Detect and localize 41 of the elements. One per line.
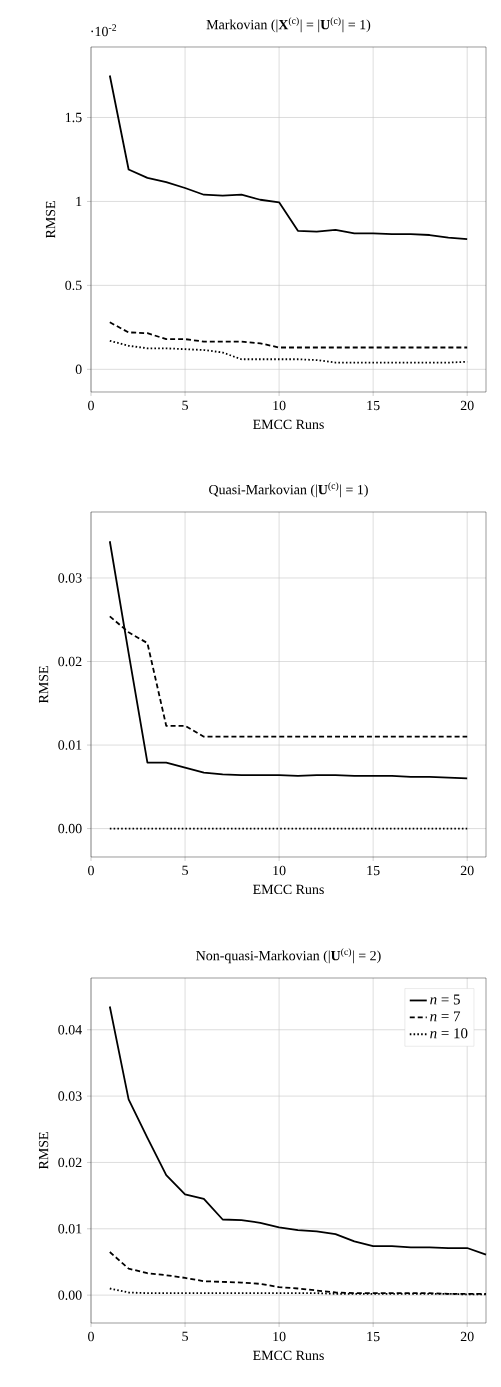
text: ·10$^{-2}$ [91, 24, 117, 37]
y-tick-label: 0.00 [58, 1290, 82, 1300]
x-axis-title: EMCC Runs [253, 419, 324, 430]
x-tick-label: 20 [460, 1331, 474, 1342]
legend-label: n = 5 [430, 994, 460, 1005]
x-tick-label: 0 [88, 865, 94, 876]
chart-title: Non-quasi-Markovian (|U$^{(c)}$| = 2) [196, 948, 381, 964]
x-tick-label: 15 [367, 1331, 380, 1342]
y-tick-label: 1 [76, 196, 82, 207]
legend-label: n = 7 [430, 1011, 461, 1022]
y-tick-label: 0.03 [58, 1091, 82, 1101]
chart-title: Markovian (|X$^{(c)}$| = |U$^{(c)}$| = 1) [206, 17, 371, 33]
y-tick-label: 0.02 [58, 1157, 82, 1168]
x-tick-label: 15 [367, 865, 380, 876]
y-tick-label: 0.01 [58, 1224, 82, 1234]
x-tick-label: 10 [273, 1331, 286, 1342]
x-tick-label: 20 [460, 400, 474, 411]
y-tick-label: 0.01 [58, 740, 82, 750]
x-tick-label: 5 [182, 400, 188, 411]
legend-label: n = 10 [430, 1028, 468, 1039]
x-tick-label: 10 [273, 400, 286, 411]
x-tick-label: 5 [182, 1331, 188, 1342]
x-axis-title: EMCC Runs [253, 1350, 324, 1361]
x-tick-label: 5 [182, 865, 188, 876]
y-axis-title: RMSE [38, 1132, 49, 1170]
y-axis-title: RMSE [38, 666, 49, 704]
chart-title: Quasi-Markovian (|U$^{(c)}$| = 1) [209, 482, 368, 498]
x-tick-label: 20 [460, 865, 474, 876]
x-tick-label: 0 [88, 400, 94, 411]
y-tick-label: 0.03 [58, 573, 82, 583]
y-tick-label: 0.00 [58, 823, 82, 834]
x-tick-label: 10 [273, 865, 286, 876]
x-tick-label: 15 [367, 400, 380, 411]
x-axis-title: EMCC Runs [253, 884, 324, 895]
y-tick-label: 0 [75, 364, 82, 375]
y-tick-label: 0.04 [58, 1025, 82, 1035]
y-tick-label: 1.5 [65, 112, 82, 123]
y-tick-label: 0.5 [65, 280, 82, 291]
y-axis-title: RMSE [45, 201, 56, 239]
x-tick-label: 0 [88, 1331, 94, 1342]
y-tick-label: 0.02 [58, 656, 82, 667]
